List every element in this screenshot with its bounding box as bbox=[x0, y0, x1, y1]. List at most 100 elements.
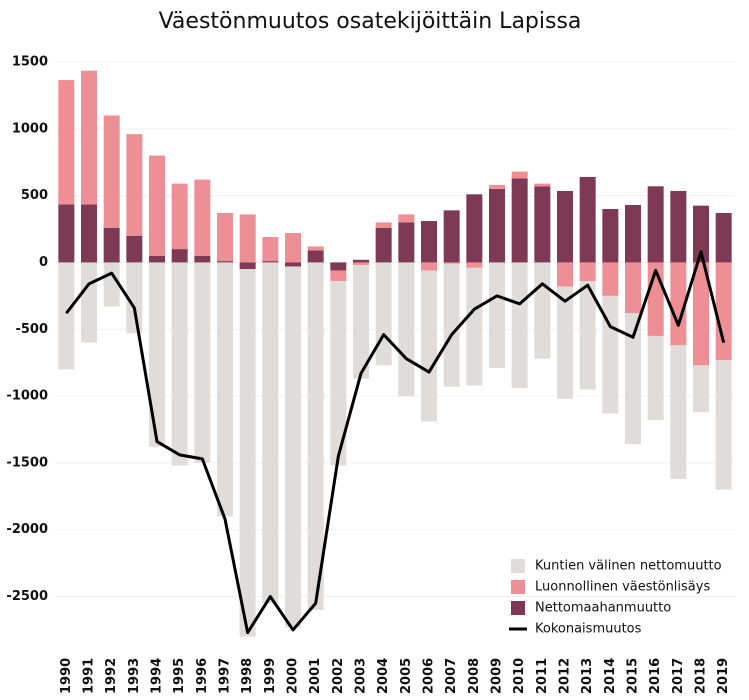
bar bbox=[149, 155, 165, 256]
bar bbox=[511, 171, 528, 179]
bar bbox=[670, 262, 687, 346]
bar bbox=[534, 186, 551, 263]
bar bbox=[693, 205, 709, 263]
x-tick-label: 1998 bbox=[240, 658, 255, 694]
bar bbox=[398, 262, 415, 397]
bar bbox=[534, 262, 551, 359]
x-tick-label: 1991 bbox=[82, 658, 97, 694]
bar bbox=[194, 179, 211, 256]
bar bbox=[466, 262, 483, 268]
bar bbox=[579, 176, 596, 263]
bar bbox=[557, 286, 573, 399]
bar bbox=[715, 262, 732, 361]
bar bbox=[171, 249, 188, 263]
x-tick-label: 2005 bbox=[399, 658, 414, 694]
x-tick-label: 2002 bbox=[331, 658, 346, 694]
bar bbox=[330, 270, 347, 282]
bar bbox=[171, 262, 188, 466]
y-tick-label: -1500 bbox=[6, 455, 48, 470]
bar bbox=[330, 281, 347, 466]
legend-swatch bbox=[511, 601, 525, 615]
x-tick-label: 2006 bbox=[422, 658, 437, 694]
legend-label: Nettomaahanmuutto bbox=[535, 601, 671, 616]
x-tick-label: 2015 bbox=[626, 658, 641, 694]
y-tick-label: -500 bbox=[15, 322, 48, 337]
bar bbox=[58, 204, 75, 263]
bar bbox=[557, 262, 573, 287]
x-tick-label: 2018 bbox=[694, 658, 709, 694]
bar bbox=[126, 134, 143, 236]
bar bbox=[194, 262, 211, 463]
bar bbox=[58, 80, 75, 205]
bar bbox=[149, 262, 165, 447]
x-tick-label: 1995 bbox=[172, 658, 187, 694]
x-tick-label: 1994 bbox=[150, 658, 165, 694]
chart-title: Väestönmuutos osatekijöittäin Lapissa bbox=[159, 9, 582, 34]
bar bbox=[670, 345, 687, 479]
x-tick-label: 2003 bbox=[354, 658, 369, 694]
bar bbox=[103, 262, 120, 307]
bar bbox=[466, 194, 483, 263]
bar bbox=[126, 235, 143, 263]
bar bbox=[443, 210, 460, 263]
bar bbox=[103, 115, 120, 228]
bar bbox=[421, 221, 437, 263]
x-tick-label: 2017 bbox=[671, 658, 686, 694]
bar bbox=[330, 262, 347, 271]
bar bbox=[579, 281, 596, 390]
bar bbox=[489, 188, 505, 263]
line bbox=[65, 250, 726, 635]
bar bbox=[625, 204, 641, 263]
bar bbox=[307, 250, 324, 263]
bar bbox=[715, 213, 732, 263]
bar bbox=[262, 237, 279, 262]
bar bbox=[285, 233, 301, 263]
bar bbox=[262, 261, 279, 263]
bar bbox=[443, 262, 460, 264]
y-tick-label: -2500 bbox=[6, 589, 48, 604]
x-tick-label: 1990 bbox=[59, 658, 74, 694]
y-tick-label: -2000 bbox=[6, 522, 48, 537]
bar bbox=[421, 262, 437, 271]
bar bbox=[647, 335, 664, 421]
bar bbox=[81, 262, 97, 343]
bar bbox=[217, 262, 233, 517]
bar bbox=[489, 184, 505, 189]
bar bbox=[307, 246, 324, 251]
bar bbox=[194, 255, 211, 263]
bar bbox=[171, 183, 188, 250]
x-tick-label: 2001 bbox=[308, 658, 323, 694]
bar bbox=[625, 262, 641, 314]
bar bbox=[239, 262, 256, 270]
bar bbox=[579, 262, 596, 282]
bar bbox=[715, 360, 732, 490]
x-tick-label: 2004 bbox=[376, 658, 391, 694]
y-tick-label: 1500 bbox=[12, 55, 48, 70]
y-tick-label: 1000 bbox=[12, 121, 48, 136]
bar bbox=[217, 261, 233, 263]
bar bbox=[511, 178, 528, 263]
bar bbox=[602, 262, 619, 296]
x-tick-label: 2012 bbox=[558, 658, 573, 694]
bar bbox=[375, 227, 392, 263]
x-tick-label: 2016 bbox=[648, 658, 663, 694]
x-tick-label: 2019 bbox=[716, 658, 731, 694]
bar bbox=[398, 214, 415, 223]
bar bbox=[670, 190, 687, 263]
x-tick-label: 2000 bbox=[286, 658, 301, 694]
bar bbox=[693, 262, 709, 366]
bar bbox=[647, 186, 664, 263]
bar bbox=[534, 183, 551, 187]
x-tick-label: 1999 bbox=[263, 658, 278, 694]
legend-swatch bbox=[511, 559, 525, 573]
x-tick-label: 1992 bbox=[104, 658, 119, 694]
legend-label: Luonnollinen väestönlisäys bbox=[535, 580, 710, 595]
x-tick-label: 2008 bbox=[467, 658, 482, 694]
bar bbox=[353, 265, 369, 379]
legend-label: Kuntien välinen nettomuutto bbox=[535, 559, 722, 574]
bar bbox=[353, 259, 369, 263]
y-tick-label: -1000 bbox=[6, 389, 48, 404]
bar bbox=[126, 262, 143, 334]
bar bbox=[353, 262, 369, 266]
